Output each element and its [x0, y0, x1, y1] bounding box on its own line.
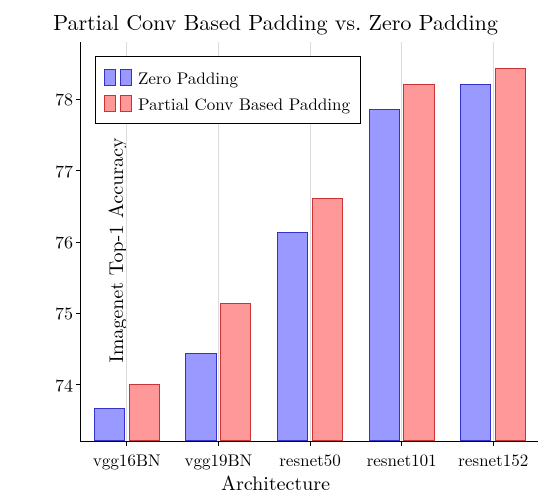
legend-item: Partial Conv Based Padding	[104, 91, 350, 115]
bar	[129, 384, 160, 441]
y-tick	[76, 313, 81, 314]
x-axis-label: Architecture	[0, 467, 551, 496]
legend-swatch	[104, 95, 132, 112]
x-tick-label: resnet152	[458, 447, 528, 471]
bar	[185, 353, 216, 441]
y-tick-label: 76	[55, 230, 73, 255]
bar	[312, 198, 343, 441]
y-tick-label: 78	[55, 87, 73, 112]
legend-swatch	[104, 69, 132, 86]
legend: Zero PaddingPartial Conv Based Padding	[95, 56, 361, 124]
bar	[369, 109, 400, 441]
y-tick	[76, 242, 81, 243]
y-tick-label: 75	[55, 301, 73, 326]
bar	[94, 408, 125, 441]
bar	[495, 68, 526, 441]
x-tick	[218, 441, 219, 446]
x-tick-label: vgg19BN	[185, 447, 253, 471]
legend-label: Partial Conv Based Padding	[138, 91, 350, 115]
chart-title: Partial Conv Based Padding vs. Zero Padd…	[0, 6, 551, 37]
y-tick	[76, 99, 81, 100]
x-tick	[493, 441, 494, 446]
x-tick-label: resnet101	[367, 447, 437, 471]
gridline	[401, 42, 402, 441]
y-tick-label: 77	[55, 158, 73, 183]
x-tick-label: vgg16BN	[93, 447, 161, 471]
gridline	[493, 42, 494, 441]
bar	[460, 84, 491, 441]
bar	[403, 84, 434, 441]
legend-label: Zero Padding	[138, 65, 238, 89]
chart-figure: Partial Conv Based Padding vs. Zero Padd…	[0, 0, 551, 500]
x-tick	[310, 441, 311, 446]
y-tick	[76, 170, 81, 171]
x-tick	[126, 441, 127, 446]
x-tick	[401, 441, 402, 446]
plot-area: 7475767778vgg16BNvgg19BNresnet50resnet10…	[80, 42, 538, 442]
legend-item: Zero Padding	[104, 65, 350, 89]
y-tick	[76, 384, 81, 385]
x-tick-label: resnet50	[279, 447, 341, 471]
y-tick-label: 74	[55, 372, 73, 397]
bar	[277, 232, 308, 441]
bar	[220, 303, 251, 441]
